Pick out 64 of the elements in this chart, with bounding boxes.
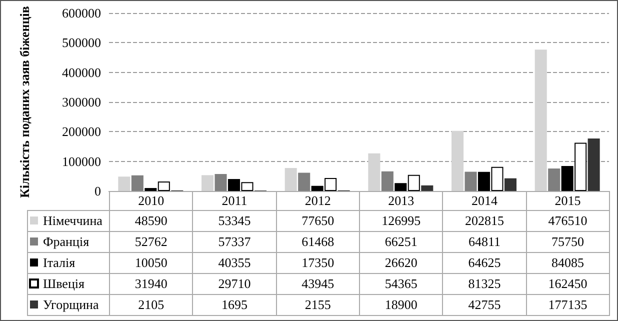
data-label: 177135 [526,294,610,316]
data-label: 10050 [110,252,193,274]
legend-label: Німеччина [43,213,103,228]
data-label: 162450 [526,274,610,294]
y-tick-label: 600000 [62,6,101,20]
data-label: 57337 [192,232,276,252]
data-label: 18900 [359,294,443,316]
bar [452,130,464,191]
y-tick-label: 500000 [62,35,101,50]
data-label: 42755 [442,294,526,316]
data-label: 40355 [192,252,276,274]
bar [202,175,214,191]
data-label: 202815 [442,210,526,232]
bar [534,50,547,191]
data-label: 53345 [192,210,276,232]
data-label: 64811 [442,232,526,252]
y-tick-label: 0 [94,184,101,198]
legend-label: Італія [43,255,76,270]
legend-label: Франція [43,234,90,249]
data-label: 2155 [276,294,360,316]
bar [464,172,477,191]
data-label: 61468 [276,232,360,252]
legend-label: Угорщина [43,297,99,312]
data-label: 29710 [192,274,276,294]
data-label: 52762 [110,232,193,252]
bar [131,175,144,191]
bar [214,174,227,191]
x-tick-label: 2013 [359,192,443,210]
data-label: 54365 [359,274,443,294]
data-label: 77650 [276,210,360,232]
data-label: 64625 [442,252,526,274]
data-label: 75750 [526,232,610,252]
data-label: 126995 [359,210,443,232]
data-label: 66251 [359,232,443,252]
x-tick-label: 2010 [110,192,193,210]
legend-label: Швеція [43,276,85,291]
data-label: 84085 [526,252,610,274]
data-label: 26620 [359,252,443,274]
bar [298,172,310,191]
bar [118,176,130,191]
data-label: 476510 [526,210,610,232]
y-tick-label: 100000 [62,154,101,169]
data-label: 2105 [110,294,193,316]
data-label: 1695 [192,294,276,316]
bar [504,178,516,191]
data-label: 48590 [110,210,193,232]
x-tick-label: 2012 [276,192,360,210]
x-tick-label: 2014 [442,192,526,210]
x-tick-label: 2011 [192,192,276,210]
data-label: 81325 [442,274,526,294]
bar [421,185,434,191]
bar [588,138,600,191]
x-tick-label: 2015 [526,192,610,210]
y-tick-label: 300000 [62,94,101,110]
bar [548,168,560,191]
y-tick-label: 400000 [62,64,101,80]
data-label: 43945 [276,274,360,294]
bar [381,171,394,191]
bar [368,153,380,191]
data-label: 31940 [110,274,193,294]
y-tick-label: 200000 [62,124,101,140]
y-axis-title: Кількість поданих заяв біженців [17,6,32,198]
data-label: 17350 [276,252,360,274]
bar [284,168,297,191]
